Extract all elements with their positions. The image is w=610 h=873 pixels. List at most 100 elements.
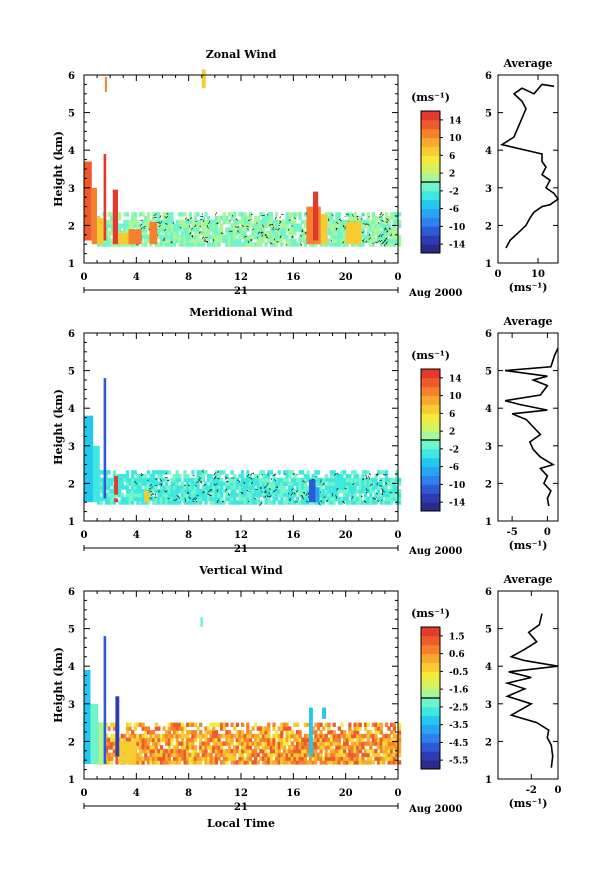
heatmap-cell [225,216,229,221]
heatmap-cell [324,748,328,754]
contour-line [296,474,298,476]
heatmap-cell [264,730,268,735]
heatmap-cell [123,500,127,505]
heatmap-cell [144,485,148,490]
heatmap-cell [301,748,305,754]
heatmap-cell [298,492,302,498]
heatmap-cell [282,477,287,483]
heatmap-cell [112,748,116,754]
heatmap-cell [199,242,203,247]
heatmap-cell [324,745,328,750]
heatmap-cell [141,481,145,486]
heatmap-cell [214,489,218,494]
heatmap-cell [254,500,258,505]
heatmap-cell [233,500,237,505]
heatmap-cell [220,470,224,475]
heatmap-cell [209,223,213,228]
contour-line [198,479,200,481]
profile-x-tick-label: 0 [555,785,562,796]
heatmap-cell [110,219,114,225]
heatmap-cell [170,489,174,494]
heatmap-cell [379,745,383,750]
heatmap-cell [398,489,402,494]
heatmap-cell [387,741,391,746]
heatmap-cell [238,489,242,494]
contour-line [149,491,152,493]
data-feature [103,378,107,499]
heatmap-cell [165,234,169,240]
y-tick-label: 1 [68,775,75,786]
heatmap-cell [269,752,273,758]
heatmap-cell [379,219,383,225]
heatmap-cell [288,231,292,236]
heatmap-cell [272,741,276,746]
heatmap-cell [162,223,166,228]
heatmap-cell [382,737,386,742]
heatmap-cell [264,477,268,483]
heatmap-cell [356,722,360,727]
colorbar-unit: (ms⁻¹) [411,91,450,104]
heatmap-cell [366,752,370,758]
heatmap-cell [364,496,368,501]
heatmap-cell [261,231,266,236]
heatmap-cell [295,733,300,739]
heatmap-cell [322,760,326,765]
x-tick-label: 0 [81,272,88,283]
heatmap-cell [107,489,111,494]
heatmap-cell [167,748,171,754]
heatmap-cell [311,242,315,247]
contour-line [240,492,244,495]
contour-line [188,496,191,500]
colorbar-swatch [421,199,440,210]
heatmap-cell [330,756,334,761]
heatmap-cell [345,760,349,765]
heatmap-cell [369,733,373,739]
heatmap-cell [212,231,216,236]
heatmap-cell [290,733,294,739]
colorbar-swatch [421,457,440,468]
heatmap-cell [267,733,271,739]
heatmap-cell [99,489,103,494]
colorbar: 1.50.6-0.5-1.6-2.5-3.5-4.5-5.5 [420,626,468,770]
heatmap-cell [374,216,378,221]
heatmap-cell [295,748,300,754]
heatmap-cell [214,470,218,475]
colorbar-swatch [421,119,440,130]
heatmap-cell [227,752,232,758]
heatmap-cell [212,741,216,746]
contour-line [351,496,354,500]
heatmap-cell [295,741,300,746]
heatmap-cell [324,485,328,490]
heatmap-cell [316,477,321,483]
heatmap-cell [162,238,166,243]
heatmap-cell [277,477,281,483]
heatmap-cell [146,216,150,221]
heatmap-cell [261,489,266,494]
heatmap-cell [241,470,245,475]
heatmap-cell [217,741,221,746]
heatmap-cell [136,489,140,494]
heatmap-cell [337,234,341,240]
heatmap-cell [157,500,161,505]
y-tick-label: 6 [68,329,75,340]
heatmap-cell [248,745,252,750]
heatmap-cell [217,745,221,750]
heatmap-cell [332,741,336,746]
heatmap-cell [277,470,281,475]
heatmap-cell [167,500,171,505]
colorbar-swatch [421,146,440,156]
heatmap-cell [254,722,258,727]
contour-line [264,234,268,237]
heatmap-cell [246,219,250,225]
heatmap-cell [243,737,247,742]
heatmap-cell [379,216,383,221]
heatmap-cell [204,726,208,731]
data-feature [84,670,91,764]
contour-line [228,493,231,496]
heatmap-cell [275,477,279,483]
heatmap-cell [157,496,161,501]
heatmap-cell [193,737,198,742]
heatmap-cell [180,722,184,727]
heatmap-cell [220,748,224,754]
heatmap-cell [241,242,245,247]
